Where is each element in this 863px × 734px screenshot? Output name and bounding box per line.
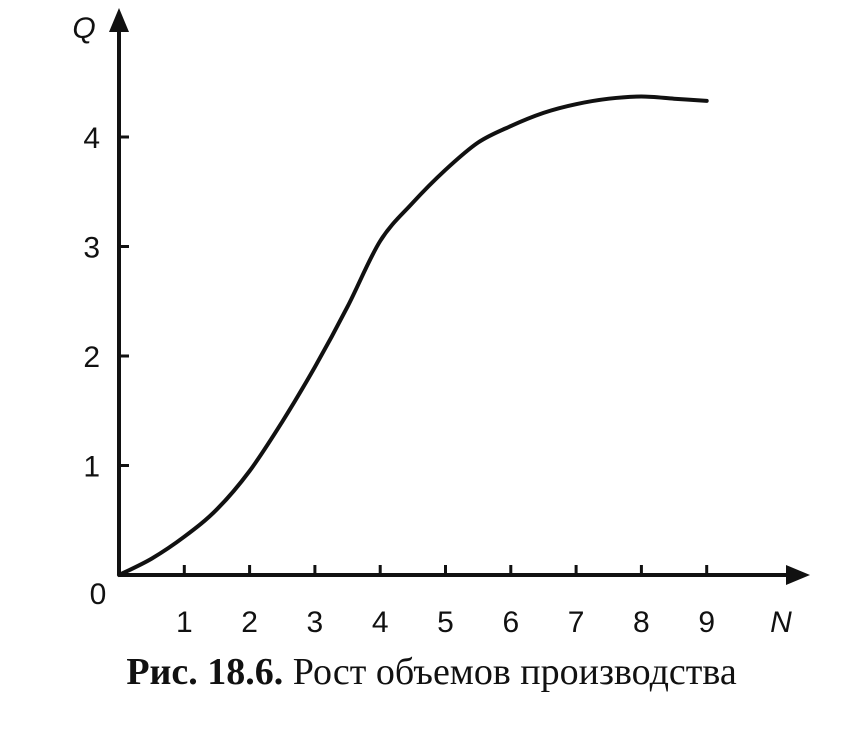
x-tick-label: 3 (307, 606, 324, 639)
figure-caption: Рис. 18.6. Рост объемов производства (0, 650, 863, 694)
x-tick-label: 5 (437, 606, 454, 639)
y-axis-label: Q (72, 12, 95, 45)
x-tick-label: 6 (502, 606, 519, 639)
origin-label: 0 (90, 578, 107, 611)
figure-caption-text: Рост объемов производства (283, 651, 737, 693)
y-tick-label: 2 (83, 341, 100, 374)
x-tick-label: 7 (568, 606, 585, 639)
y-tick-label: 4 (83, 122, 100, 155)
y-tick-label: 1 (83, 451, 100, 484)
x-tick-label: 8 (633, 606, 650, 639)
ticks (119, 135, 709, 575)
y-tick-label: 3 (83, 232, 100, 265)
x-axis-arrow (786, 565, 810, 585)
series-line-q (117, 94, 709, 577)
y-axis-arrow (109, 8, 129, 32)
series (117, 94, 709, 577)
labels: 1 2 3 4 5 6 7 8 9 1 2 3 4 0 Q N (72, 12, 792, 639)
production-growth-chart: 1 2 3 4 5 6 7 8 9 1 2 3 4 0 Q N (72, 8, 810, 639)
x-tick-label: 9 (698, 606, 715, 639)
x-tick-label: 4 (372, 606, 389, 639)
x-tick-label: 2 (241, 606, 258, 639)
figure-number: Рис. 18.6. (126, 651, 284, 693)
axes (109, 8, 810, 585)
x-axis-label: N (770, 606, 792, 639)
x-tick-label: 1 (176, 606, 193, 639)
